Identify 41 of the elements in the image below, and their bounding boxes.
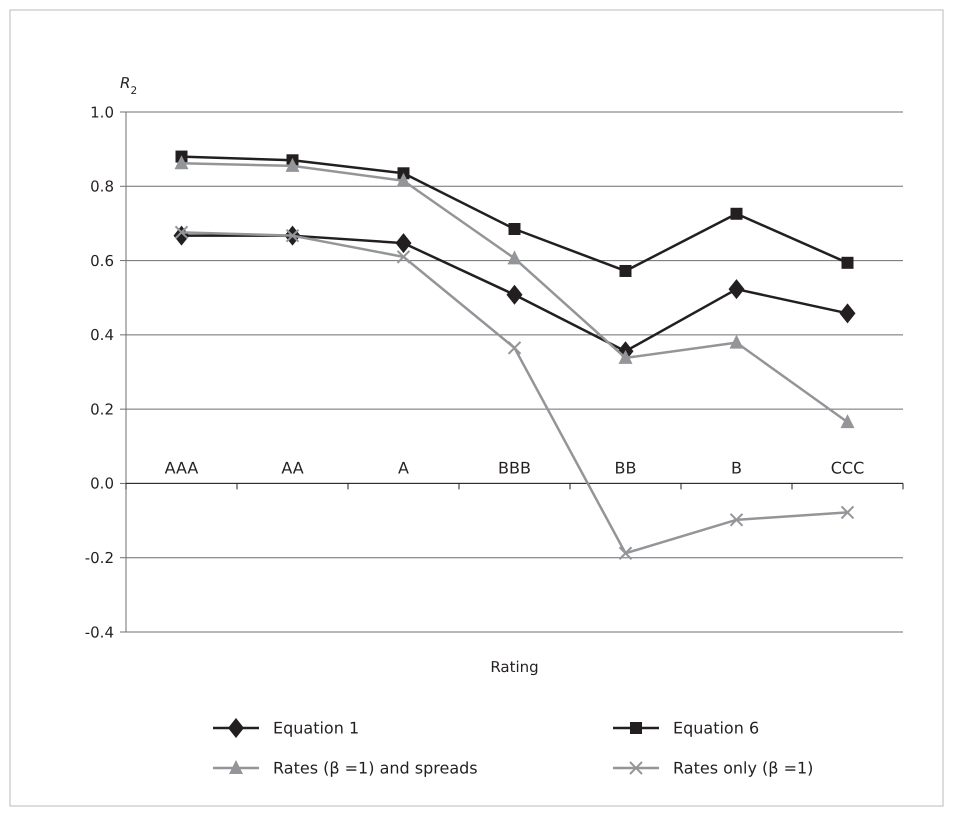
point [730,208,742,220]
y-tick-label: 0.6 [90,252,114,270]
x-tick-label: BB [614,458,636,478]
x-tick-label: CCC [830,458,864,478]
point [730,334,744,349]
x-tick-label: AA [281,458,304,478]
y-tick-label: 0.8 [90,178,114,196]
x-tick-label: B [731,458,742,478]
y-tick-label: 1.0 [90,103,114,122]
legend-label: Equation 1 [273,718,360,738]
point [506,284,522,305]
point [728,279,744,300]
point [286,158,300,172]
point [396,233,412,254]
x-tick-label: A [398,458,410,478]
point [396,250,410,264]
x-tick-label: BBB [498,458,531,478]
point [618,350,632,364]
x-tick-label: AAA [164,458,198,478]
point [508,250,522,264]
point [508,223,520,235]
y-tick-label: 0.2 [90,400,114,418]
y-axis-title: R$_{2}$ [120,74,138,97]
y-tick-label: 0.0 [90,474,114,493]
y-tick-label: -0.4 [84,623,114,642]
point [730,512,744,527]
point [174,155,188,170]
point [842,256,854,269]
point [840,505,854,520]
point [620,264,632,277]
legend-label: Equation 6 [673,718,760,738]
x-axis-title: Rating [490,658,539,676]
y-tick-label: -0.2 [84,548,114,567]
point [396,172,410,187]
point [840,414,854,428]
point [618,546,632,560]
legend-label: Rates (β =1) and spreads [273,758,478,778]
legend-label: Rates only (β =1) [673,758,814,778]
point [508,340,522,355]
y-tick-label: 0.4 [90,326,114,344]
point [840,303,856,324]
